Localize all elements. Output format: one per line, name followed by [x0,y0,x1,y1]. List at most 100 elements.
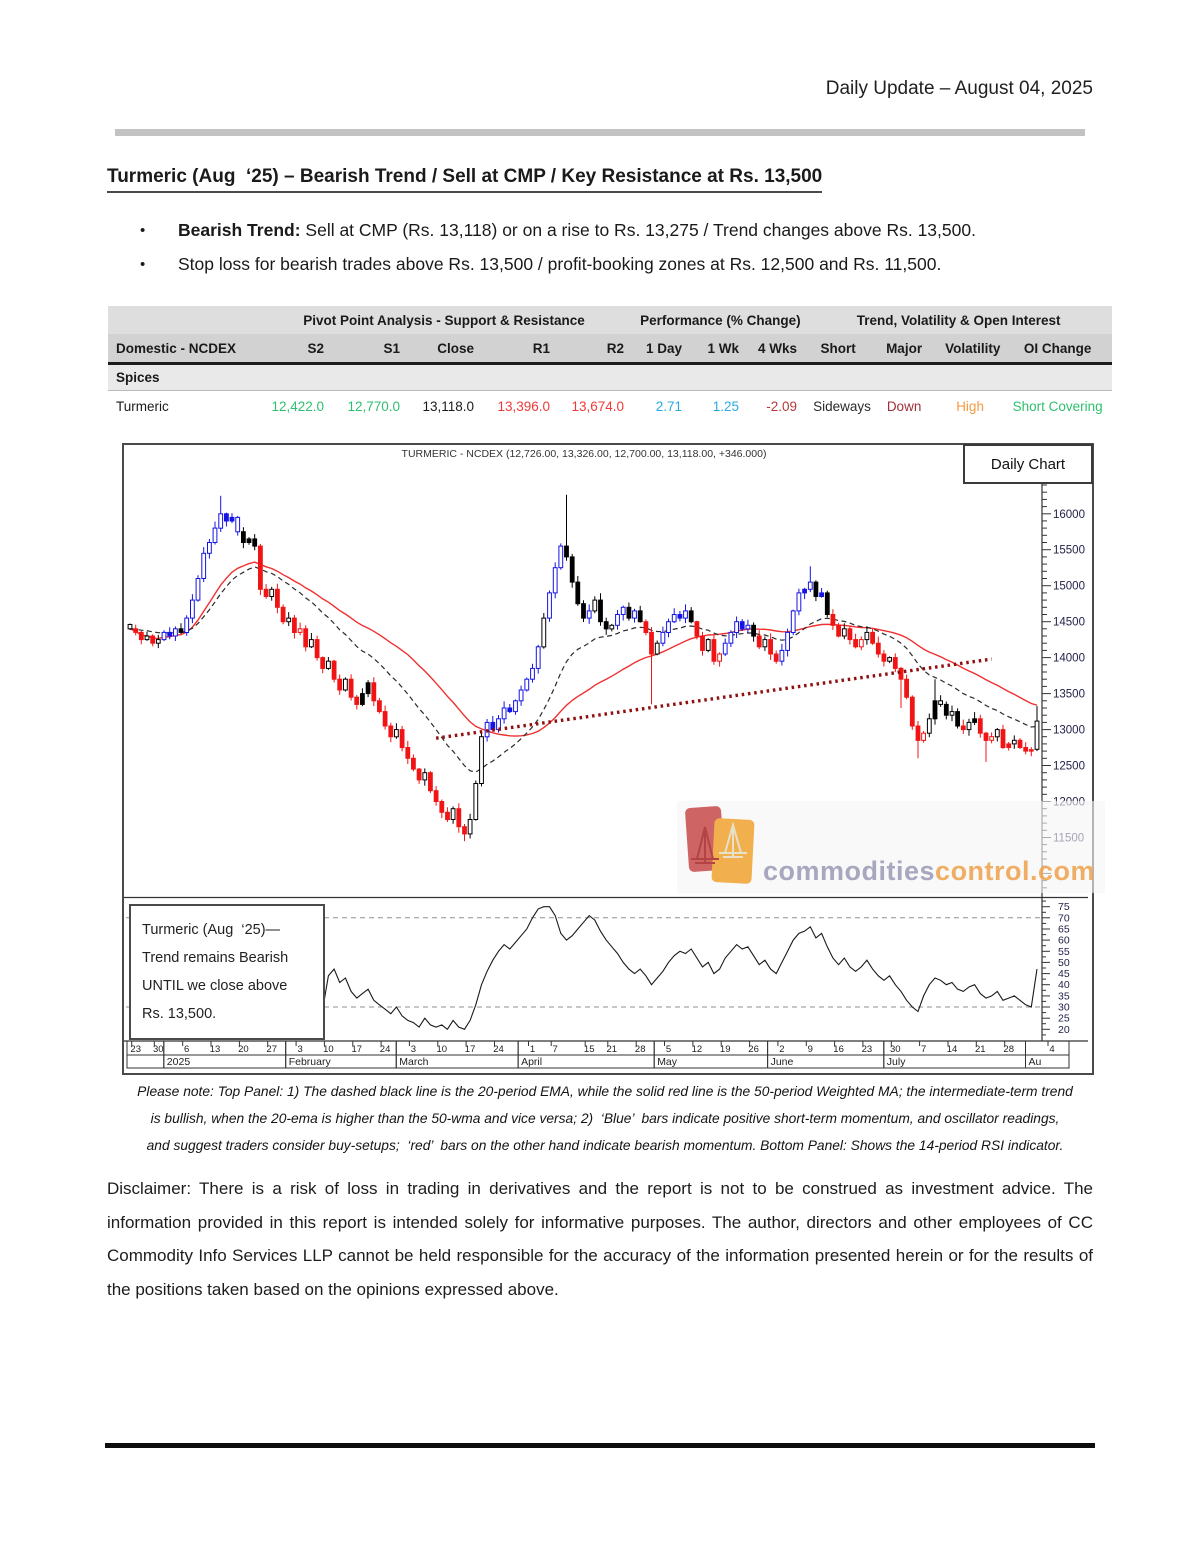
svg-text:27: 27 [266,1044,277,1055]
table-cell: -2.09 [747,390,806,422]
svg-text:30: 30 [1058,1002,1070,1014]
svg-text:June: June [771,1056,794,1068]
note-line: is bullish, when the 20-ema is higher th… [150,1111,1060,1126]
svg-text:April: April [521,1056,542,1068]
column-header: S2 [256,334,332,364]
bottom-rule [105,1443,1095,1448]
svg-text:24: 24 [380,1044,391,1055]
disclaimer-text: Disclaimer: There is a risk of loss in t… [107,1179,1093,1299]
chart-title: TURMERIC - NCDEX (12,726.00, 13,326.00, … [401,448,767,460]
column-header: 1 Day [632,334,691,364]
table-cell: 12,770.0 [332,390,408,422]
svg-text:30: 30 [890,1044,901,1055]
trendline [435,657,992,740]
header-divider [115,129,1085,136]
bullet-dot: • [140,256,146,273]
svg-text:12: 12 [692,1044,703,1055]
table-cell: 13,396.0 [482,390,558,422]
commodity-name: Turmeric [108,390,256,422]
table-cell: Sideways [805,390,872,422]
table-cell: 13,674.0 [558,390,633,422]
svg-text:45: 45 [1058,968,1070,980]
svg-text:Au: Au [1029,1056,1042,1068]
svg-text:20: 20 [1058,1024,1070,1036]
svg-text:15000: 15000 [1053,581,1085,593]
svg-text:14: 14 [947,1044,958,1055]
chart-annotation-box: Turmeric (Aug ‘25)— Trend remains Bearis… [129,904,325,1040]
annotation-line: Turmeric (Aug ‘25)— [142,922,281,938]
group-header: Performance (% Change) [632,306,806,334]
svg-text:6: 6 [184,1044,189,1055]
page-header-date: Daily Update – August 04, 2025 [825,78,1093,99]
bullet-item: • Bearish Trend: Sell at CMP (Rs. 13,118… [140,220,1090,241]
svg-text:13: 13 [210,1044,221,1055]
table-group-header-row: Pivot Point Analysis - Support & Resista… [108,306,1113,334]
table-column-header-row: Domestic - NCDEX S2 S1 Close R1 R2 1 Day 1 Wk 4 … [108,334,1113,364]
svg-text:23: 23 [862,1044,873,1055]
svg-text:14500: 14500 [1053,617,1085,629]
table-cell: Short Covering [1003,390,1113,422]
note-text: Please note: Top Panel: 1) The dashed bl… [112,1078,1098,1159]
svg-text:17: 17 [352,1044,363,1055]
svg-text:15: 15 [584,1044,595,1055]
svg-text:12500: 12500 [1053,761,1085,773]
table-cell: High [937,390,1004,422]
svg-text:February: February [289,1056,332,1068]
svg-text:28: 28 [635,1044,646,1055]
svg-text:30: 30 [153,1044,164,1055]
svg-text:24: 24 [493,1044,504,1055]
svg-text:65: 65 [1058,924,1070,936]
bullet-text: Stop loss for bearish trades above Rs. 1… [178,254,942,274]
svg-text:70: 70 [1058,912,1070,924]
svg-text:14000: 14000 [1053,653,1085,665]
watermark: commodities control.com [677,801,1106,893]
column-header: 1 Wk [690,334,748,364]
table-section-row: Spices [108,363,1113,391]
svg-text:21: 21 [607,1044,618,1055]
svg-text:May: May [657,1056,678,1068]
commoditiescontrol-logo-icon [685,806,755,884]
bullet-dot: • [140,222,146,239]
bullet-list: • Bearish Trend: Sell at CMP (Rs. 13,118… [140,220,1090,288]
svg-text:3: 3 [411,1044,416,1055]
table-cell: 12,422.0 [256,390,332,422]
svg-text:40: 40 [1058,979,1070,991]
watermark-word2: control.com [935,856,1096,886]
chart-frame: TURMERIC - NCDEX (12,726.00, 13,326.00, … [122,443,1106,1075]
bullet-text: Bearish Trend: Sell at CMP (Rs. 13,118) … [178,220,976,240]
svg-text:March: March [399,1056,428,1068]
column-header: 4 Wks [747,334,806,364]
svg-text:1: 1 [530,1044,535,1055]
table-cell: 2.71 [632,390,691,422]
column-header: Volatility [937,334,1004,364]
column-header: R2 [558,334,633,364]
column-header: Domestic - NCDEX [108,334,256,364]
table-cell: 1.25 [690,390,748,422]
svg-text:21: 21 [975,1044,986,1055]
column-header: Close [408,334,482,364]
svg-text:19: 19 [720,1044,731,1055]
svg-text:20: 20 [238,1044,249,1055]
svg-text:5: 5 [666,1044,671,1055]
ema-line [129,566,1038,773]
svg-text:13000: 13000 [1053,725,1085,737]
svg-text:60: 60 [1058,935,1070,947]
wma-line [129,561,1038,737]
svg-text:50: 50 [1058,957,1070,969]
note-line: and suggest traders consider buy-setups;… [146,1138,1064,1153]
svg-text:10: 10 [323,1044,334,1055]
column-header: Major [871,334,938,364]
svg-text:9: 9 [808,1044,813,1055]
svg-text:13500: 13500 [1053,689,1085,701]
column-header: R1 [482,334,558,364]
column-header: Short [805,334,872,364]
report-title: Turmeric (Aug ‘25) – Bearish Trend / Sel… [107,166,823,193]
annotation-line: UNTIL we close above [142,978,288,994]
bullet-item: • Stop loss for bearish trades above Rs.… [140,254,1090,275]
svg-text:75: 75 [1058,901,1070,913]
column-header: S1 [332,334,408,364]
table-cell: Down [871,390,938,422]
table-cell: 13,118.0 [408,390,482,422]
svg-text:2025: 2025 [167,1056,191,1068]
